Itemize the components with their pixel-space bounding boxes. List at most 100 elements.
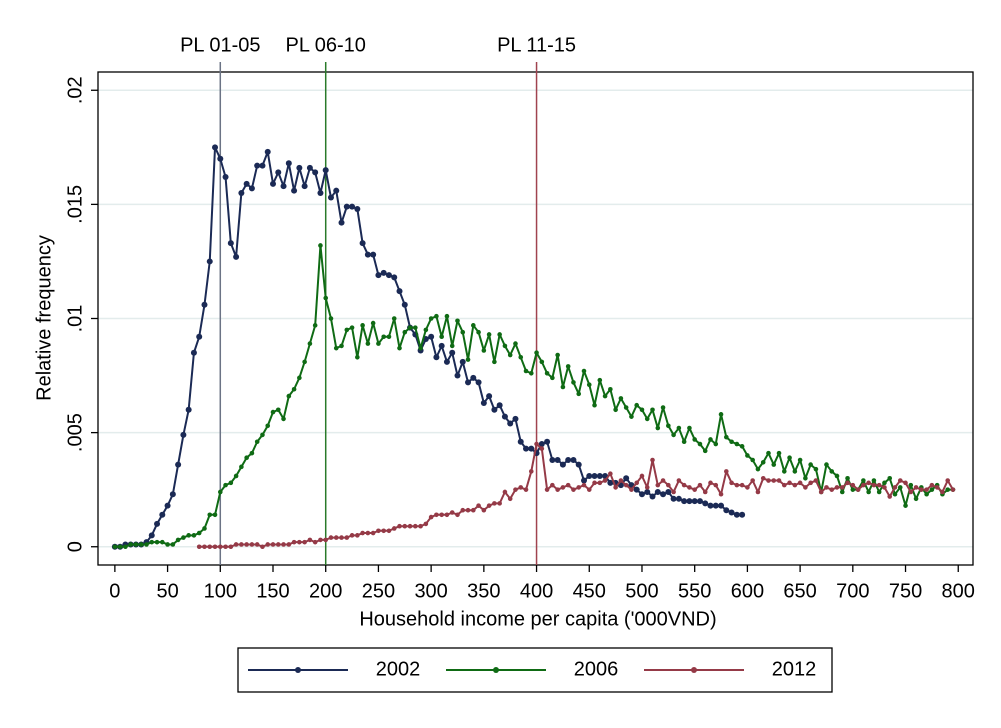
data-point bbox=[681, 439, 687, 445]
x-tick-label: 600 bbox=[731, 580, 764, 602]
data-point bbox=[239, 464, 244, 470]
data-point bbox=[481, 348, 487, 353]
data-point bbox=[254, 542, 260, 547]
data-point bbox=[375, 272, 382, 279]
data-point bbox=[159, 511, 166, 518]
x-tick-label: 50 bbox=[156, 580, 178, 602]
data-point bbox=[470, 374, 477, 381]
data-point bbox=[613, 485, 618, 490]
data-point bbox=[571, 380, 576, 385]
data-point bbox=[354, 205, 361, 212]
data-point bbox=[465, 379, 472, 386]
data-point bbox=[270, 409, 276, 415]
data-point bbox=[206, 258, 213, 265]
data-point bbox=[850, 482, 856, 488]
data-point bbox=[940, 489, 945, 495]
data-point bbox=[903, 480, 908, 486]
data-point bbox=[428, 333, 435, 340]
data-point bbox=[391, 526, 397, 531]
reference-label: PL 11-15 bbox=[497, 34, 576, 56]
data-point bbox=[481, 507, 487, 513]
data-point bbox=[644, 488, 651, 495]
data-point bbox=[328, 316, 334, 321]
data-point bbox=[449, 349, 456, 356]
data-point bbox=[724, 469, 729, 474]
data-point bbox=[649, 493, 656, 500]
data-point bbox=[355, 355, 360, 360]
data-point bbox=[438, 342, 445, 349]
data-point bbox=[781, 469, 787, 474]
data-point bbox=[228, 544, 234, 550]
data-point bbox=[528, 469, 534, 474]
data-point bbox=[212, 512, 218, 518]
data-point bbox=[396, 288, 403, 295]
data-point bbox=[476, 503, 481, 508]
data-point bbox=[903, 503, 908, 508]
data-point bbox=[302, 359, 307, 365]
data-point bbox=[681, 498, 688, 505]
data-point bbox=[165, 542, 170, 547]
data-point bbox=[592, 402, 597, 408]
data-point bbox=[443, 358, 450, 365]
data-point bbox=[217, 155, 224, 162]
data-point bbox=[650, 457, 655, 463]
data-point bbox=[433, 354, 440, 361]
data-point bbox=[866, 489, 871, 495]
data-point bbox=[502, 489, 508, 495]
data-point bbox=[175, 461, 182, 468]
data-point bbox=[724, 434, 729, 440]
data-point bbox=[312, 169, 319, 176]
data-point bbox=[413, 523, 418, 529]
data-point bbox=[370, 530, 376, 536]
data-point bbox=[418, 345, 423, 351]
data-point bbox=[666, 482, 671, 488]
data-point bbox=[328, 535, 334, 540]
data-point bbox=[407, 523, 413, 529]
data-point bbox=[559, 461, 566, 468]
data-point bbox=[149, 539, 155, 545]
data-point bbox=[486, 393, 493, 400]
data-point bbox=[550, 482, 555, 488]
data-point bbox=[539, 446, 545, 451]
data-point bbox=[492, 359, 497, 365]
data-point bbox=[560, 485, 566, 490]
data-point bbox=[349, 533, 355, 538]
x-tick-label: 250 bbox=[362, 580, 395, 602]
data-point bbox=[534, 441, 539, 447]
data-point bbox=[745, 453, 750, 458]
data-point bbox=[465, 357, 471, 362]
data-point bbox=[386, 334, 392, 340]
data-point bbox=[882, 485, 887, 490]
data-point bbox=[613, 407, 618, 413]
data-point bbox=[249, 450, 255, 456]
data-point bbox=[924, 491, 929, 497]
data-point bbox=[597, 377, 603, 383]
data-point bbox=[439, 334, 444, 340]
data-point bbox=[876, 489, 882, 495]
data-point bbox=[359, 240, 366, 247]
data-point bbox=[565, 457, 572, 464]
data-point bbox=[512, 415, 519, 422]
data-point bbox=[697, 482, 703, 488]
data-point bbox=[571, 487, 576, 492]
data-point bbox=[824, 485, 829, 490]
data-point bbox=[797, 480, 803, 486]
data-point bbox=[275, 542, 281, 547]
data-point bbox=[839, 485, 845, 490]
data-point bbox=[892, 485, 898, 490]
data-point bbox=[275, 169, 282, 176]
x-tick-label: 550 bbox=[678, 580, 711, 602]
data-point bbox=[402, 329, 408, 335]
data-point bbox=[185, 406, 192, 413]
data-point bbox=[644, 485, 650, 490]
data-point bbox=[655, 425, 661, 431]
data-point bbox=[755, 489, 761, 495]
x-tick-label: 400 bbox=[520, 580, 553, 602]
data-point bbox=[507, 420, 514, 427]
data-point bbox=[196, 544, 202, 550]
data-point bbox=[729, 439, 734, 445]
y-tick-label: .005 bbox=[64, 413, 86, 452]
data-point bbox=[296, 164, 303, 171]
data-point bbox=[365, 530, 371, 536]
